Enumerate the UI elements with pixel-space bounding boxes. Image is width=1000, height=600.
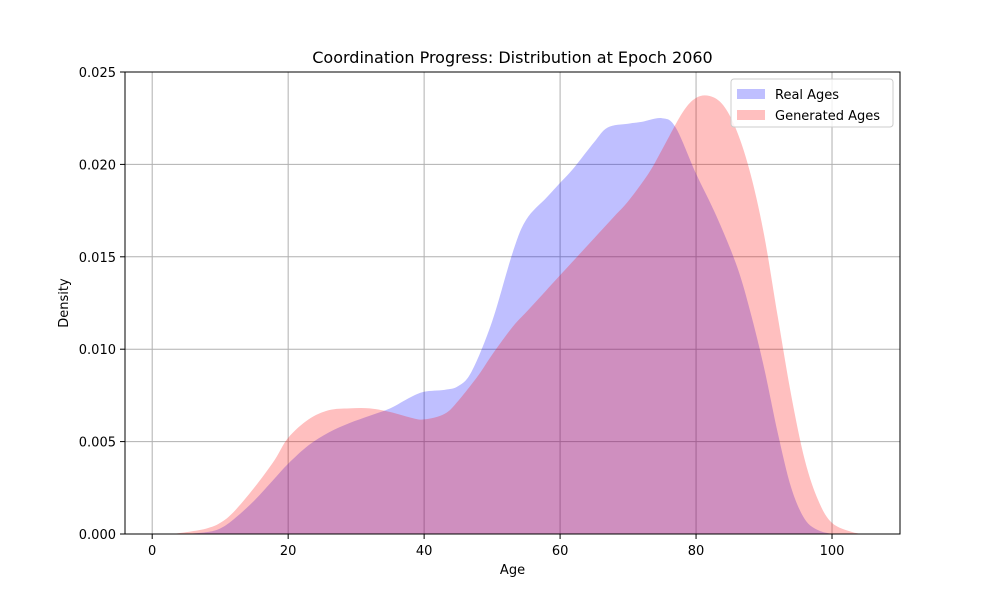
y-tick-label: 0.005	[79, 436, 116, 451]
series-area-real-ages	[186, 118, 833, 534]
y-axis-ticks: 0.000 0.005 0.010 0.015 0.020 0.025	[79, 66, 125, 543]
series-areas	[172, 95, 867, 534]
x-tick-label: 0	[148, 544, 156, 559]
x-tick-label: 20	[280, 544, 297, 559]
plot-frame	[124, 71, 901, 535]
y-tick-label: 0.010	[79, 343, 116, 358]
y-tick-label: 0.000	[79, 528, 116, 543]
x-axis-ticks: 0 20 40 60 80 100	[148, 534, 844, 559]
y-tick-label: 0.025	[79, 66, 116, 81]
x-tick-label: 40	[416, 544, 433, 559]
y-tick-label: 0.015	[79, 251, 116, 266]
x-tick-label: 80	[688, 544, 705, 559]
legend: Real Ages Generated Ages	[730, 78, 894, 128]
legend-entry: Real Ages	[775, 88, 839, 103]
legend-swatch	[737, 110, 765, 120]
x-tick-label: 100	[820, 544, 845, 559]
y-tick-label: 0.020	[79, 158, 116, 173]
x-tick-label: 60	[552, 544, 569, 559]
y-axis-label: Density	[57, 278, 72, 328]
x-axis-label: Age	[500, 563, 525, 578]
legend-swatch	[737, 89, 765, 99]
legend-box	[730, 78, 894, 128]
series-area-generated-ages	[172, 95, 867, 534]
chart-title: Coordination Progress: Distribution at E…	[312, 48, 712, 67]
legend-entry: Generated Ages	[775, 109, 880, 124]
